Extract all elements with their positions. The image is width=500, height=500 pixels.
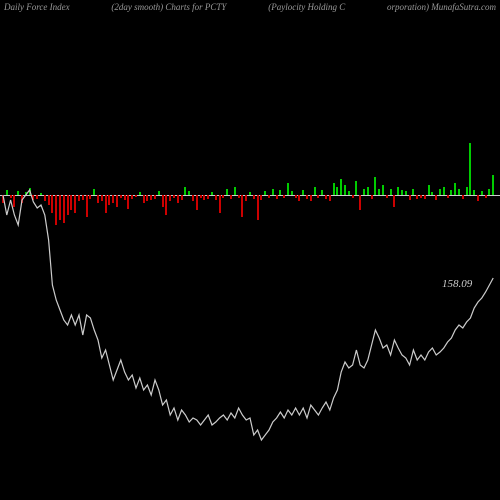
header-right: orporation) MunafaSutra.com xyxy=(387,2,496,16)
chart-area: 158.09 xyxy=(0,20,500,500)
price-line xyxy=(0,20,500,500)
header-mid1: (2day smooth) Charts for PCTY xyxy=(111,2,226,16)
header-left: Daily Force Index xyxy=(4,2,70,16)
header-mid2: (Paylocity Holding C xyxy=(268,2,345,16)
current-value-label: 158.09 xyxy=(442,278,472,290)
chart-header: Daily Force Index (2day smooth) Charts f… xyxy=(0,2,500,16)
